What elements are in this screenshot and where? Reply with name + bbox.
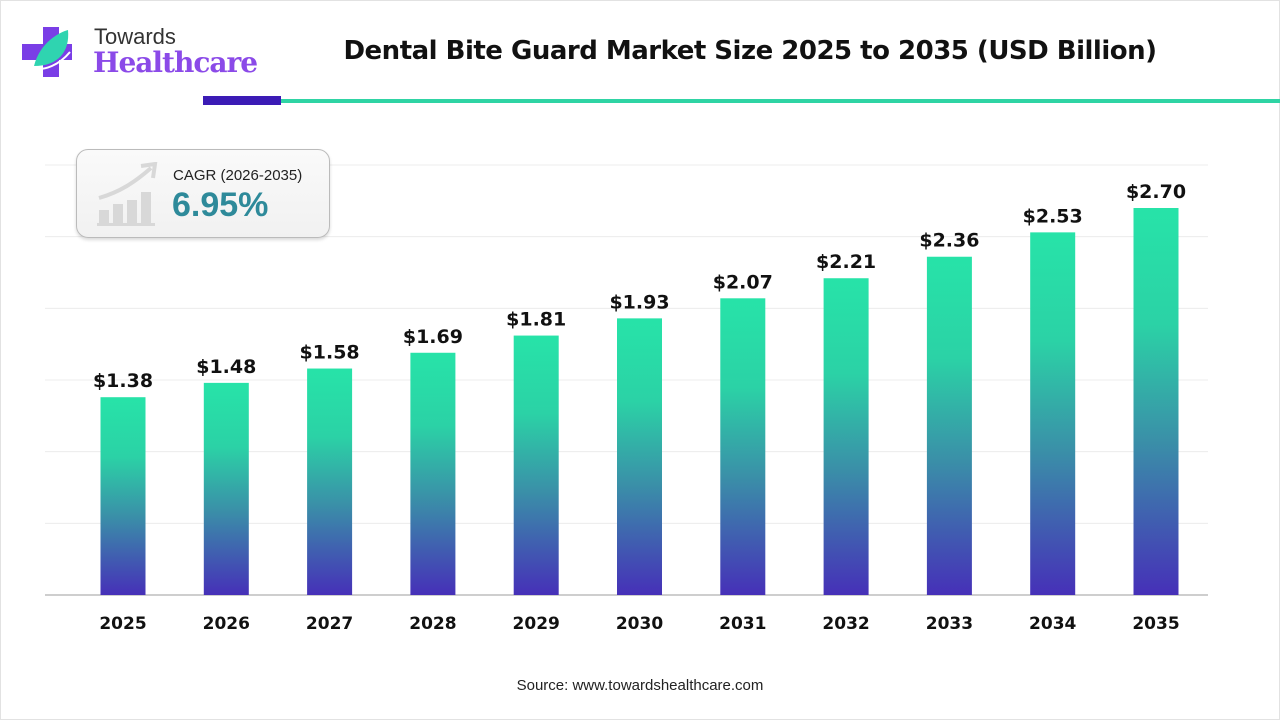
bar-2034 xyxy=(1030,232,1076,595)
cagr-value: 6.95% xyxy=(172,186,269,224)
data-label: $2.21 xyxy=(816,251,876,273)
bar-2027 xyxy=(307,368,353,595)
growth-chart-icon xyxy=(97,162,158,226)
source-text: Source: www.towardshealthcare.com xyxy=(516,677,764,694)
data-label: $1.81 xyxy=(506,309,566,331)
x-tick-label: 2026 xyxy=(203,614,250,634)
data-label: $2.53 xyxy=(1023,205,1083,227)
data-label: $1.69 xyxy=(403,326,463,348)
x-tick-label: 2033 xyxy=(926,614,973,634)
data-label: $2.36 xyxy=(919,230,979,252)
data-label: $1.58 xyxy=(300,342,360,364)
x-tick-label: 2025 xyxy=(99,614,146,634)
bar-2031 xyxy=(720,298,766,595)
logo: Towards Healthcare xyxy=(20,22,258,84)
x-tick-label: 2029 xyxy=(513,614,560,634)
x-tick-label: 2028 xyxy=(409,614,456,634)
bar-2029 xyxy=(513,335,559,595)
cagr-label: CAGR (2026-2035) xyxy=(173,167,303,184)
title-underline-green xyxy=(281,99,1280,103)
bar-2030 xyxy=(617,318,662,595)
bar-2033 xyxy=(926,256,972,595)
x-tick-label: 2032 xyxy=(822,614,869,634)
bar-2026 xyxy=(203,382,249,595)
data-label: $1.38 xyxy=(93,370,153,392)
cagr-box: CAGR (2026-2035) 6.95% xyxy=(76,149,330,238)
x-tick-label: 2031 xyxy=(719,614,766,634)
x-tick-label: 2030 xyxy=(616,614,663,634)
bar-2035 xyxy=(1133,208,1179,595)
data-label: $1.48 xyxy=(196,356,256,378)
x-tick-label: 2034 xyxy=(1029,614,1076,634)
logo-text-healthcare: Healthcare xyxy=(93,46,258,79)
data-label: $2.70 xyxy=(1126,181,1186,203)
bar-2028 xyxy=(410,352,456,595)
medical-cross-leaf-icon xyxy=(22,27,72,77)
bar-2032 xyxy=(823,278,869,595)
x-tick-label: 2027 xyxy=(306,614,353,634)
title-underline-dark xyxy=(203,96,281,105)
chart-title: Dental Bite Guard Market Size 2025 to 20… xyxy=(343,36,1157,66)
data-label: $2.07 xyxy=(713,271,773,293)
x-tick-label: 2035 xyxy=(1132,614,1179,634)
bar-2025 xyxy=(100,397,146,595)
logo-text-towards: Towards xyxy=(94,24,176,49)
data-label: $1.93 xyxy=(609,291,669,313)
